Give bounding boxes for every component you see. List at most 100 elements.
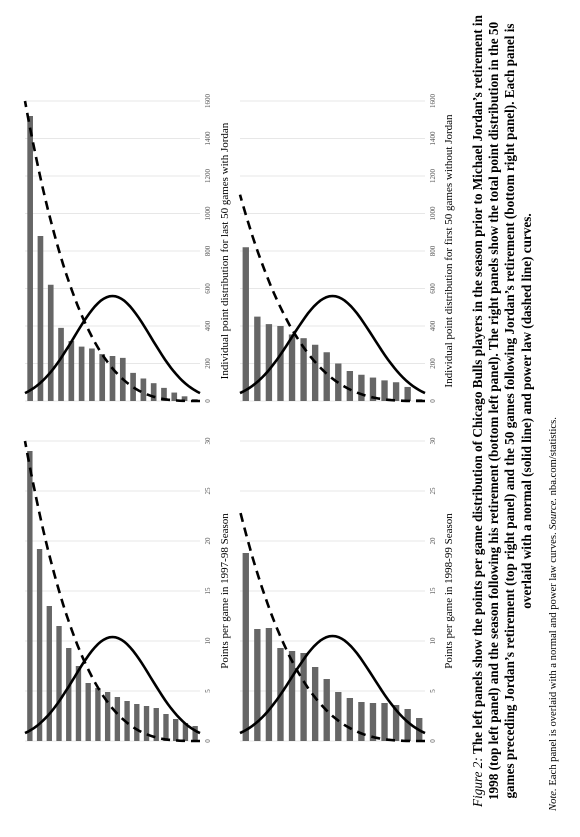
top-left-tick-label: 20	[204, 537, 212, 545]
figure-caption: Figure 2: The left panels show the point…	[470, 11, 535, 811]
bottom-right-bar	[277, 326, 284, 401]
bottom-right-bar	[254, 316, 261, 401]
top-left-bar	[36, 549, 43, 741]
top-left-bar	[134, 704, 140, 741]
top-right-tick-label: 600	[204, 283, 212, 294]
bottom-right-tick-label: 1600	[429, 94, 437, 109]
top-right-bar	[27, 116, 33, 401]
top-left-bar	[27, 451, 33, 741]
top-left-bar	[124, 701, 130, 741]
bottom-left-bar	[404, 709, 411, 741]
bottom-right-bar	[404, 386, 411, 401]
top-left-power-curve	[23, 440, 200, 743]
bottom-right-tick-label: 1200	[429, 169, 437, 184]
top-right-bar	[68, 341, 75, 401]
bottom-left-tick-label: 10	[429, 637, 437, 645]
bottom-right-tick-label: 200	[429, 358, 437, 369]
bottom-right-bar	[311, 344, 319, 401]
bottom-right-tick-label: 400	[429, 320, 437, 331]
top-left-normal-curve	[24, 635, 201, 735]
bottom-left-tick-label: 15	[429, 587, 437, 595]
bottom-left-tick-label: 30	[429, 437, 437, 445]
top-right-tick-label: 200	[204, 358, 212, 369]
bottom-left-bar	[358, 702, 365, 741]
bottom-right-bar	[300, 338, 307, 401]
top-right-bar	[89, 348, 95, 401]
top-left-bar	[56, 626, 62, 741]
top-right-bar	[37, 236, 44, 401]
bottom-right-tick-label: 1400	[429, 131, 437, 146]
bottom-left-bar	[369, 703, 377, 741]
bottom-left-bar	[381, 703, 388, 741]
top-left-tick-label: 15	[204, 587, 212, 595]
bottom-right-normal-curve	[239, 294, 426, 395]
bottom-left-axis-label: Points per game in 1998-99 Season	[443, 513, 455, 669]
bottom-right-bar	[369, 377, 377, 401]
bottom-left-bar	[288, 651, 296, 741]
bottom-right-tick-label: 800	[429, 245, 437, 256]
source-label: Source.	[548, 498, 559, 530]
top-left-bar	[143, 706, 150, 741]
top-left-bar	[95, 688, 101, 741]
top-right-bar	[47, 284, 54, 401]
top-right-tick-label: 800	[204, 245, 212, 256]
source-text: nba.com/statistics.	[548, 417, 559, 496]
bottom-right-bar	[288, 334, 296, 401]
figure-note: Note. Each panel is overlaid with a norm…	[548, 11, 559, 811]
figure-caption-text: The left panels show the points per game…	[470, 15, 534, 801]
top-right-power-curve	[23, 100, 200, 403]
bottom-left-bar	[254, 629, 261, 741]
bottom-right-bar	[265, 324, 273, 401]
top-right-bar	[171, 392, 178, 401]
top-left-tick-label: 25	[204, 487, 212, 495]
bottom-left-bar	[242, 553, 249, 741]
top-right-normal-curve	[24, 294, 201, 395]
top-right-tick-label: 1200	[204, 169, 212, 184]
top-left-tick-label: 0	[204, 739, 212, 743]
bottom-left-bar	[392, 705, 400, 741]
bottom-right-power-curve	[238, 194, 425, 403]
note-label: Note.	[548, 788, 559, 811]
top-left-bar	[85, 683, 91, 741]
top-left-bar	[173, 719, 179, 741]
top-right-bar	[140, 378, 147, 401]
top-left-bar	[75, 666, 82, 741]
bottom-right-bar	[346, 371, 354, 401]
top-right-tick-label: 0	[204, 399, 212, 403]
bottom-left-bar	[346, 698, 354, 741]
bottom-right-bar	[358, 374, 365, 401]
top-left-bar	[66, 648, 72, 741]
top-left-bar	[104, 692, 111, 741]
top-left-tick-label: 30	[204, 437, 212, 445]
top-left-bar	[182, 723, 189, 741]
bottom-right-bar	[242, 247, 249, 401]
top-left-tick-label: 10	[204, 637, 212, 645]
top-right-axis-label: Individual point distribution for last 5…	[219, 122, 231, 379]
top-left-bar	[114, 697, 121, 741]
top-left-bar	[163, 714, 169, 741]
bottom-left-tick-label: 0	[429, 739, 437, 743]
bottom-left-bar	[311, 667, 319, 741]
top-right-tick-label: 1600	[204, 94, 212, 109]
top-right-bar	[99, 354, 106, 401]
bottom-left-tick-label: 25	[429, 487, 437, 495]
top-right-tick-label: 400	[204, 320, 212, 331]
top-right-tick-label: 1000	[204, 206, 212, 221]
bottom-right-tick-label: 0	[429, 399, 437, 403]
note-text: Each panel is overlaid with a normal and…	[548, 532, 559, 786]
bottom-right-tick-label: 1000	[429, 206, 437, 221]
bottom-left-tick-label: 5	[429, 689, 437, 693]
top-right-bar	[109, 356, 116, 401]
bottom-left-bar	[335, 692, 342, 741]
bottom-right-tick-label: 600	[429, 283, 437, 294]
top-right-bar	[78, 346, 85, 401]
top-left-bar	[153, 708, 159, 741]
top-left-tick-label: 5	[204, 689, 212, 693]
top-left-axis-label: Points per game in 1997-98 Season	[219, 513, 231, 669]
bottom-right-bar	[381, 380, 388, 401]
bottom-left-bar	[265, 628, 273, 741]
figure-label: Figure 2:	[470, 757, 485, 807]
bottom-right-axis-label: Individual point distribution for first …	[443, 114, 455, 388]
